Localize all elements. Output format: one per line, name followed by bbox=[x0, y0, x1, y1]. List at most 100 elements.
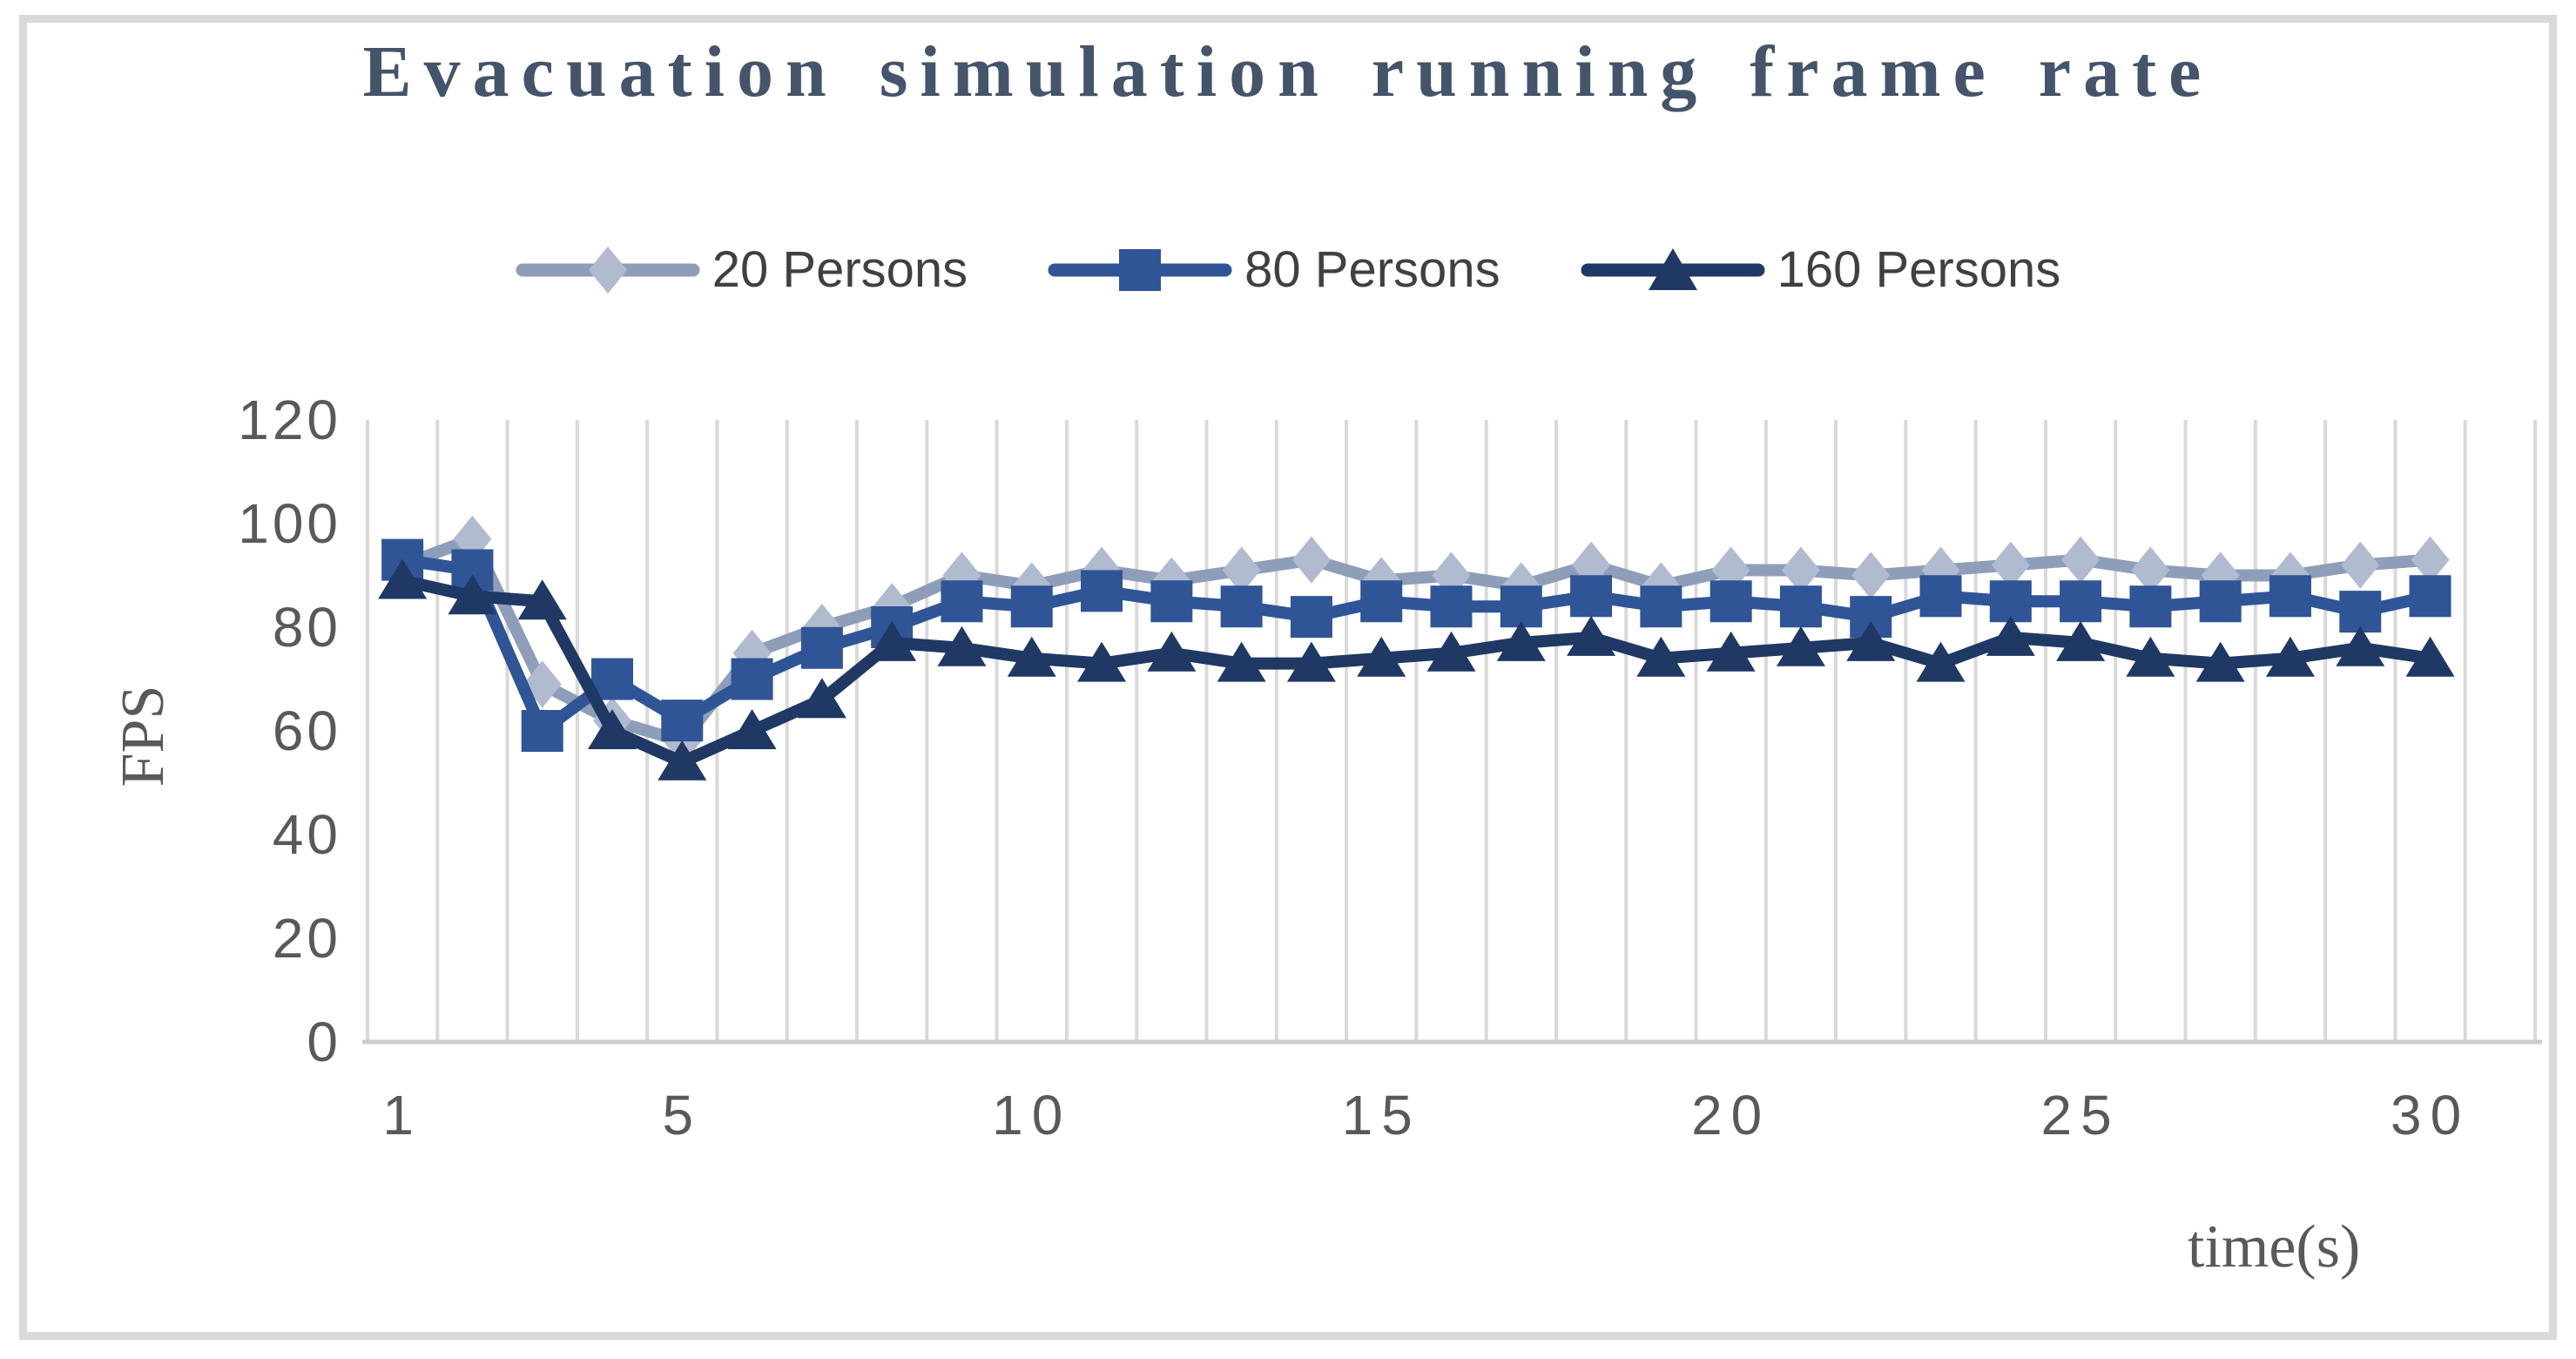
y-tick-labels: 0 20 40 60 80 100 120 bbox=[238, 389, 341, 1073]
data-point-marker-square bbox=[2060, 580, 2102, 623]
data-point-marker-triangle bbox=[1846, 620, 1896, 661]
legend-marker-square-icon bbox=[1048, 248, 1232, 291]
data-point-marker-square bbox=[451, 549, 494, 592]
data-point-marker-triangle bbox=[1077, 641, 1127, 682]
data-point-marker-square bbox=[731, 658, 773, 700]
data-point-marker-triangle bbox=[1357, 636, 1406, 677]
data-point-marker-triangle bbox=[1776, 625, 1825, 666]
data-point-marker-triangle bbox=[797, 678, 846, 719]
y-tick-label: 0 bbox=[307, 1011, 341, 1073]
data-point-marker-triangle bbox=[1426, 631, 1476, 672]
legend-label: 20 Persons bbox=[711, 241, 968, 298]
legend-item-160-persons: 160 Persons bbox=[1581, 240, 2061, 299]
y-tick-label: 60 bbox=[273, 700, 341, 762]
data-point-marker-square bbox=[1290, 596, 1332, 639]
data-point-marker-square bbox=[2199, 580, 2242, 623]
data-point-marker-triangle bbox=[2405, 636, 2455, 677]
x-tick-label: 20 bbox=[1691, 1084, 1770, 1146]
chart-frame bbox=[19, 15, 2557, 1340]
data-point-marker-triangle bbox=[517, 579, 567, 620]
x-axis-title: time(s) bbox=[2188, 1214, 2361, 1281]
data-point-marker-triangle bbox=[1706, 631, 1756, 672]
data-point-marker-triangle bbox=[588, 709, 637, 749]
data-point-marker-square bbox=[2409, 575, 2451, 618]
y-tick-label: 120 bbox=[238, 389, 341, 451]
x-tick-label: 5 bbox=[663, 1084, 703, 1146]
x-tick-label: 1 bbox=[382, 1084, 422, 1146]
data-point-marker-triangle bbox=[1217, 641, 1266, 682]
data-point-marker-diamond bbox=[2061, 536, 2101, 584]
data-point-marker-triangle bbox=[448, 574, 497, 615]
data-point-marker-square bbox=[2269, 575, 2311, 618]
data-point-marker-square bbox=[661, 700, 704, 742]
series-160-persons bbox=[378, 558, 2455, 781]
data-point-marker-square bbox=[1989, 580, 2032, 623]
data-point-marker-diamond bbox=[2131, 546, 2170, 594]
data-point-marker-square bbox=[1570, 575, 1613, 618]
data-point-marker-square bbox=[1430, 585, 1473, 628]
x-tick-label: 25 bbox=[2041, 1084, 2121, 1146]
data-point-marker-diamond bbox=[1291, 536, 1331, 584]
data-point-marker-square bbox=[2129, 585, 2172, 628]
x-tick-labels: 1 5 10 15 20 25 30 bbox=[382, 1084, 2470, 1146]
data-point-marker-triangle bbox=[378, 558, 428, 599]
data-point-marker-triangle bbox=[1916, 641, 1966, 682]
legend-label: 160 Persons bbox=[1777, 241, 2061, 298]
data-point-marker-square bbox=[1850, 596, 1892, 639]
data-point-marker-triangle bbox=[2056, 620, 2106, 661]
data-point-marker-triangle bbox=[727, 709, 777, 749]
data-point-marker-triangle bbox=[2265, 636, 2315, 677]
data-point-marker-diamond bbox=[1851, 551, 1891, 599]
y-axis-title: FPS bbox=[110, 685, 177, 788]
data-point-marker-square bbox=[1709, 580, 1752, 623]
y-tick-label: 20 bbox=[273, 907, 341, 970]
data-point-marker-triangle bbox=[1007, 636, 1056, 677]
data-point-marker-triangle bbox=[1636, 636, 1686, 677]
legend-marker-triangle-icon bbox=[1581, 247, 1765, 290]
chart-title: Evacuation simulation running frame rate bbox=[362, 31, 2214, 112]
y-tick-label: 100 bbox=[238, 492, 341, 555]
legend-marker-diamond-icon bbox=[516, 246, 700, 294]
legend: 20 Persons 80 Persons 160 Persons bbox=[0, 240, 2576, 299]
data-point-marker-triangle bbox=[2195, 641, 2245, 682]
data-point-marker-triangle bbox=[1496, 620, 1546, 661]
data-point-marker-diamond bbox=[2341, 541, 2380, 589]
data-point-marker-triangle bbox=[657, 740, 707, 781]
data-point-marker-triangle bbox=[1147, 631, 1197, 672]
data-point-marker-triangle bbox=[867, 620, 917, 661]
data-point-marker-triangle bbox=[1286, 641, 1336, 682]
y-tick-label: 80 bbox=[273, 596, 341, 659]
data-point-marker-triangle bbox=[2336, 625, 2385, 666]
data-point-marker-diamond bbox=[1991, 541, 2030, 589]
data-point-marker-triangle bbox=[2126, 636, 2175, 677]
data-point-marker-square bbox=[1360, 580, 1403, 623]
data-point-marker-diamond bbox=[1781, 546, 1820, 594]
data-point-marker-triangle bbox=[937, 625, 987, 666]
data-point-marker-square bbox=[1640, 585, 1682, 628]
data-point-marker-square bbox=[1081, 570, 1123, 612]
data-point-marker-square bbox=[2339, 591, 2382, 633]
x-tick-label: 15 bbox=[1342, 1084, 1421, 1146]
legend-label: 80 Persons bbox=[1244, 241, 1500, 298]
data-point-marker-square bbox=[1919, 575, 1962, 618]
data-point-marker-square bbox=[1779, 585, 1822, 628]
data-point-marker-square bbox=[941, 580, 983, 623]
legend-item-20-persons: 20 Persons bbox=[516, 240, 968, 299]
data-point-marker-diamond bbox=[1222, 546, 1261, 594]
data-point-marker-triangle bbox=[1986, 615, 2035, 656]
data-point-marker-square bbox=[521, 710, 563, 752]
x-tick-label: 10 bbox=[992, 1084, 1071, 1146]
data-point-marker-square bbox=[800, 626, 843, 669]
x-tick-label: 30 bbox=[2391, 1084, 2470, 1146]
data-point-marker-square bbox=[1220, 585, 1263, 628]
gridlines bbox=[366, 420, 2537, 1042]
data-point-marker-square bbox=[1500, 585, 1542, 628]
data-point-marker-diamond bbox=[2411, 536, 2450, 584]
data-point-marker-square bbox=[591, 658, 634, 700]
legend-item-80-persons: 80 Persons bbox=[1048, 240, 1500, 299]
data-point-marker-triangle bbox=[1567, 615, 1616, 656]
data-point-marker-square bbox=[1010, 585, 1053, 628]
y-tick-label: 40 bbox=[273, 803, 341, 866]
data-point-marker-square bbox=[1150, 580, 1193, 623]
